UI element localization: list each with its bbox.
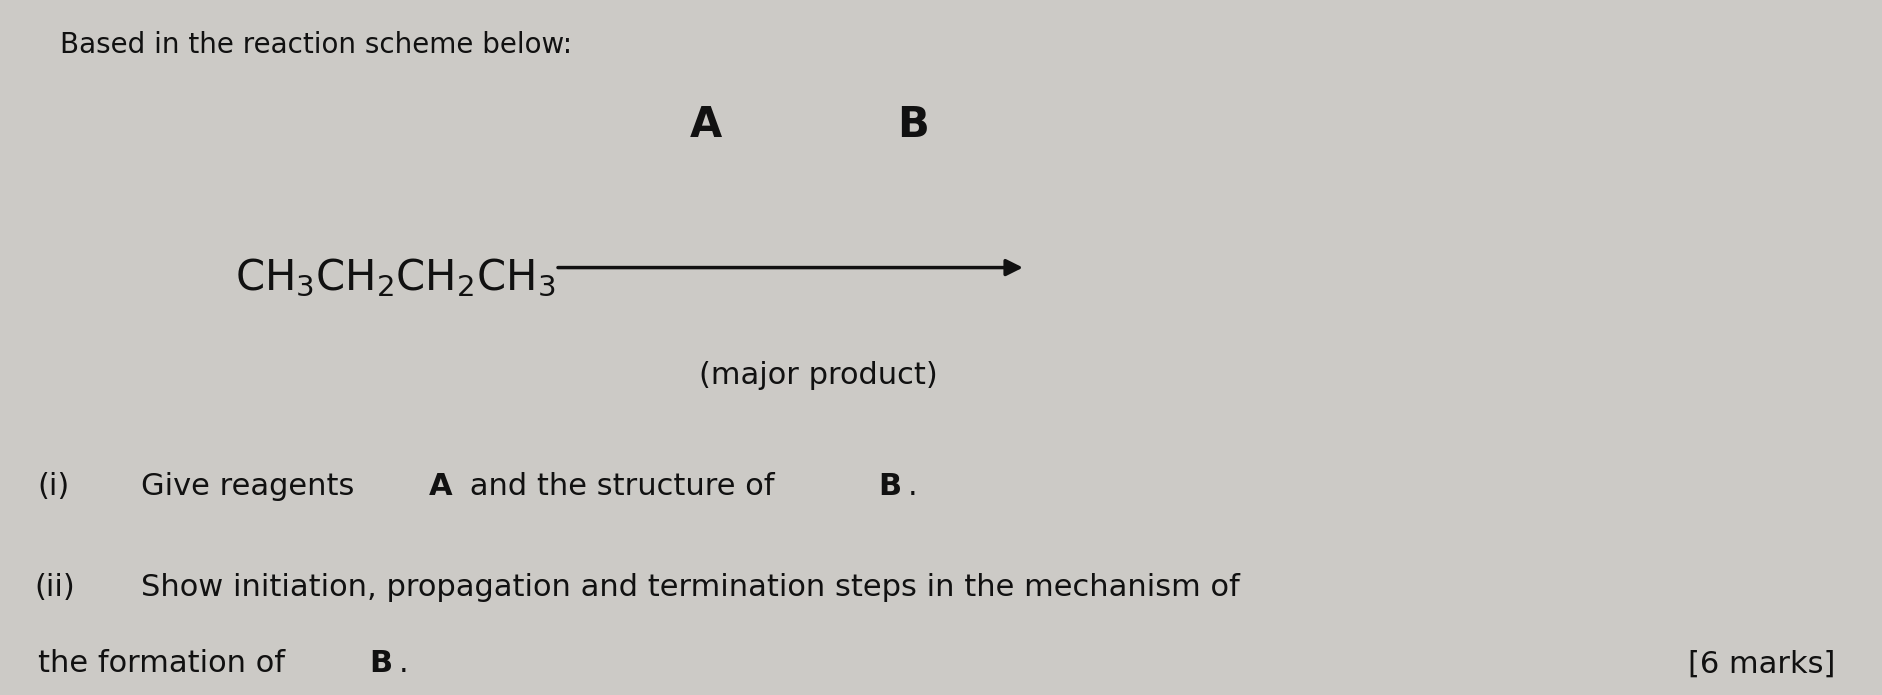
Text: CH$_3$CH$_2$CH$_2$CH$_3$: CH$_3$CH$_2$CH$_2$CH$_3$ — [235, 257, 555, 299]
Text: (i): (i) — [38, 472, 70, 501]
Text: B: B — [898, 104, 928, 146]
Text: B: B — [369, 649, 391, 678]
Text: (ii): (ii) — [34, 573, 75, 602]
Text: and the structure of: and the structure of — [459, 472, 783, 501]
Text: B: B — [877, 472, 901, 501]
Text: A: A — [429, 472, 454, 501]
Text: .: . — [399, 649, 408, 678]
Text: Based in the reaction scheme below:: Based in the reaction scheme below: — [60, 31, 572, 59]
Text: (major product): (major product) — [700, 361, 937, 390]
Text: .: . — [907, 472, 917, 501]
Text: Give reagents: Give reagents — [141, 472, 365, 501]
Text: Show initiation, propagation and termination steps in the mechanism of: Show initiation, propagation and termina… — [141, 573, 1240, 602]
Text: A: A — [689, 104, 723, 146]
Text: the formation of: the formation of — [38, 649, 294, 678]
Text: [6 marks]: [6 marks] — [1688, 649, 1835, 678]
